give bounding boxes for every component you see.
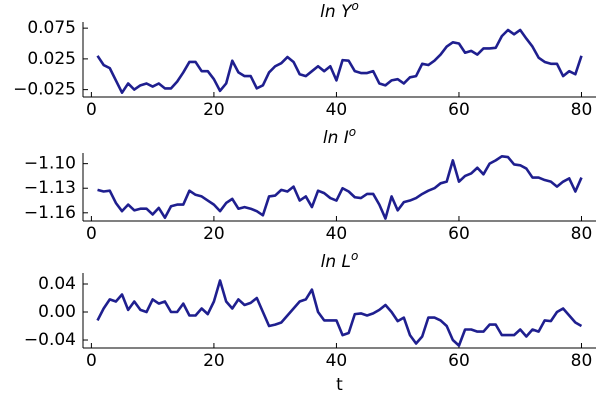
title-superscript: o [349, 125, 356, 139]
title-superscript: o [351, 249, 358, 263]
y-tick-label: −1.13 [24, 178, 76, 198]
y-tick-label: −0.04 [24, 330, 76, 350]
y-tick-label: 0.00 [38, 302, 76, 322]
x-tick-label: 0 [86, 351, 97, 371]
x-tick-label: 60 [448, 100, 470, 120]
x-tick-label: 80 [571, 224, 593, 244]
x-tick-label: 60 [448, 224, 470, 244]
title-text: ln L [321, 252, 351, 272]
x-tick-label: 0 [86, 224, 97, 244]
line-series [96, 28, 583, 94]
x-tick-label: 40 [326, 100, 348, 120]
x-tick-label: 80 [571, 351, 593, 371]
subplot-title: ln Lo [321, 249, 359, 273]
x-tick-label: 20 [203, 351, 225, 371]
title-superscript: o [351, 0, 358, 13]
x-tick-label: 80 [571, 100, 593, 120]
title-text: ln I [323, 128, 349, 148]
x-tick-label: 20 [203, 224, 225, 244]
line-series [97, 154, 583, 220]
y-tick-label: 0.04 [38, 274, 76, 294]
x-tick-label: 40 [326, 351, 348, 371]
y-tick-label: −0.025 [13, 80, 76, 100]
x-tick-label: 60 [448, 351, 470, 371]
title-text: ln Y [320, 2, 353, 22]
x-axis-label: t [336, 375, 343, 395]
x-tick-label: 20 [203, 100, 225, 120]
y-tick-label: −1.10 [24, 154, 76, 174]
subplot-title: ln Yo [320, 0, 359, 22]
x-tick-label: 40 [326, 224, 348, 244]
x-tick-label: 0 [86, 100, 97, 120]
y-tick-label: 0.075 [27, 18, 76, 38]
line-series [96, 279, 583, 347]
subplot-title: ln Io [323, 125, 356, 149]
y-tick-label: −1.16 [24, 203, 76, 223]
y-tick-label: 0.025 [27, 49, 76, 69]
